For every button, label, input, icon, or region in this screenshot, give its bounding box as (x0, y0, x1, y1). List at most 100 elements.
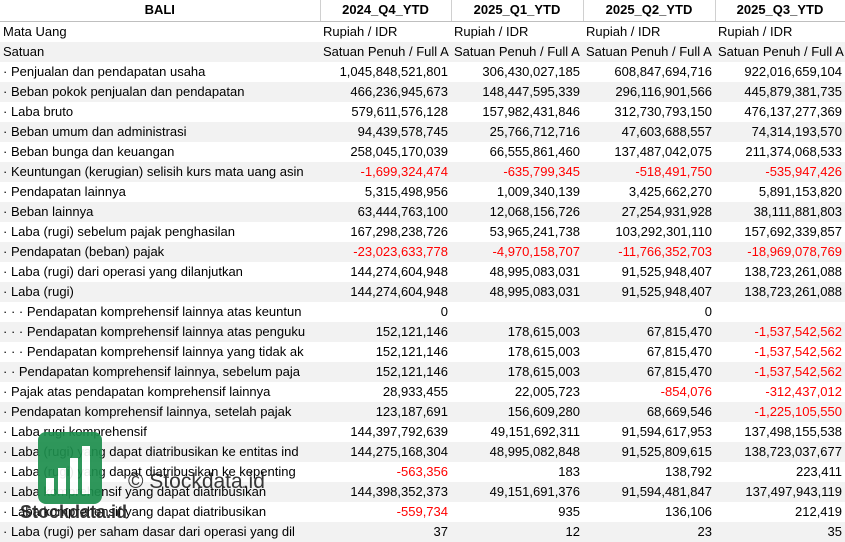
value-cell: 37 (320, 521, 451, 542)
row-label: · · Pendapatan komprehensif lainnya, seb… (0, 361, 320, 382)
value-cell: 53,965,241,738 (489, 223, 580, 239)
value-cell: 35 (715, 521, 845, 542)
value-cell: -312,437,012 (765, 383, 842, 399)
value-cell: 157,692,339,857 (744, 223, 842, 239)
table-row: · Beban bunga dan keuangan 258,045,170,03… (0, 142, 845, 162)
value-cell: 28,933,455 (382, 383, 448, 399)
table-row: · Laba (rugi) yang dapat diatribusikan k… (0, 441, 845, 462)
value-cell: 211,374,068,533 (745, 143, 842, 159)
value-cell: 167,298,238,726 (350, 223, 448, 239)
table-row: · Beban lainnya 63,444,763,100 12,068,156,… (0, 201, 845, 222)
value-cell: 445,879,381,735 (715, 81, 845, 102)
row-label: · Keuntungan (kerugian) selisih kurs mat… (0, 161, 320, 182)
value-cell: 68,669,546 (583, 401, 715, 422)
table-row: · Laba komprehensif yang dapat diatribus… (0, 502, 845, 522)
header-cell: 2025_Q3_YTD (715, 0, 845, 22)
value-cell: 183 (558, 463, 580, 479)
value-cell: 67,815,470 (583, 321, 715, 342)
table-row: · · Pendapatan komprehensif lainnya, seb… (0, 361, 845, 382)
row-label: · Pendapatan (beban) pajak (0, 241, 320, 262)
value-cell: 178,615,003 (507, 343, 580, 359)
row-label: · Laba (rugi) dari operasi yang dilanjut… (3, 263, 243, 279)
value-cell: -18,969,078,769 (715, 241, 845, 262)
value-cell: 91,594,481,847 (583, 481, 715, 502)
value-cell: 258,045,170,039 (350, 143, 448, 159)
header-row: BALI 2024_Q4_YTD 2025_Q1_YTD 2025_Q2_YTD 202… (0, 0, 845, 22)
value-cell: 48,995,082,848 (451, 441, 583, 462)
value-cell: 935 (558, 503, 580, 519)
header-cell: BALI (0, 0, 321, 22)
row-label: · · · Pendapatan komprehensif lainnya ya… (3, 343, 304, 359)
table-row: · Laba (rugi) per saham dasar dari opera… (0, 521, 845, 542)
value-cell: 152,121,146 (320, 321, 451, 342)
row-label: Mata Uang (3, 23, 67, 39)
value-cell: 67,815,470 (646, 343, 712, 359)
value-cell: 91,594,617,953 (621, 423, 712, 439)
value-cell: 138,723,261,088 (744, 263, 842, 279)
value-cell: 579,611,576,128 (351, 103, 448, 119)
table-row: · Laba (rugi) dari operasi yang dilanjut… (0, 262, 845, 282)
row-label: · Laba (rugi) yang dapat diatribusikan k… (0, 441, 320, 462)
header-cell: 2024_Q4_YTD (320, 0, 452, 22)
table-row: · Beban umum dan administrasi 94,439,578,… (0, 121, 845, 142)
value-cell: 48,995,083,031 (489, 263, 580, 279)
value-cell: 23 (583, 521, 715, 542)
table-row: · Pendapatan komprehensif lainnya, setel… (0, 401, 845, 422)
row-label: · · · Pendapatan komprehensif lainnya at… (0, 321, 320, 342)
value-cell: 94,439,578,745 (320, 121, 451, 142)
value-cell: 103,292,301,110 (615, 223, 712, 239)
value-cell: 152,121,146 (320, 361, 451, 382)
header-cell: 2025_Q2_YTD (583, 0, 716, 22)
value-cell: 152,121,146 (375, 343, 448, 359)
value-cell: 66,555,861,460 (489, 143, 580, 159)
value-cell: -1,537,542,562 (715, 361, 845, 382)
value-cell: 91,525,948,407 (583, 281, 715, 302)
table-row: · Laba bruto 579,611,576,128 157,982,431,8… (0, 102, 845, 122)
value-cell: 312,730,793,150 (614, 103, 712, 119)
table-row: Mata Uang Rupiah / IDR Rupiah / IDR Rupiah … (0, 21, 845, 42)
value-cell: -854,076 (660, 383, 712, 399)
value-cell: 25,766,712,716 (451, 121, 583, 142)
value-cell: 67,815,470 (583, 361, 715, 382)
value-cell: -1,699,324,474 (320, 161, 451, 182)
value-cell: 212,419 (795, 503, 842, 519)
row-label: Satuan (0, 41, 320, 62)
value-cell: 47,603,688,557 (583, 121, 715, 142)
table-row: · Laba (rugi) yang dapat diatribusikan k… (0, 462, 845, 482)
value-cell: 306,430,027,185 (482, 63, 580, 79)
value-cell: 136,106 (665, 503, 712, 519)
value-cell: 223,411 (795, 463, 842, 479)
row-label: · Laba (rugi) per saham dasar dari opera… (0, 521, 320, 542)
value-cell: 144,274,604,948 (320, 281, 451, 302)
value-cell: 137,497,943,119 (715, 481, 845, 502)
value-cell: -1,537,542,562 (754, 343, 842, 359)
value-cell: 138,723,261,088 (715, 281, 845, 302)
value-cell: -563,356 (396, 463, 448, 479)
value-cell: 922,016,659,104 (744, 63, 842, 79)
value-cell: 178,615,003 (451, 321, 583, 342)
value-cell: Rupiah / IDR (718, 23, 793, 39)
row-label: · Laba (rugi) (0, 281, 320, 302)
value-cell: -535,947,426 (715, 161, 845, 182)
row-label: · Laba (rugi) yang dapat diatribusikan k… (3, 463, 296, 479)
value-cell: 148,447,595,339 (451, 81, 583, 102)
table-row: · Pajak atas pendapatan komprehensif lai… (0, 382, 845, 402)
value-cell: 1,045,848,521,801 (339, 63, 448, 79)
value-cell: 144,275,168,304 (320, 441, 451, 462)
value-cell: 608,847,694,716 (614, 63, 712, 79)
row-label: · Pajak atas pendapatan komprehensif lai… (3, 383, 271, 399)
row-label: · Pendapatan komprehensif lainnya, setel… (0, 401, 320, 422)
value-cell: 91,525,948,407 (621, 263, 712, 279)
table-row: · Laba komprehensif yang dapat diatribus… (0, 481, 845, 502)
value-cell: 144,398,352,373 (320, 481, 451, 502)
value-cell: 137,498,155,538 (744, 423, 842, 439)
value-cell: -518,491,750 (583, 161, 715, 182)
value-cell: 22,005,723 (514, 383, 580, 399)
value-cell: 138,723,037,677 (715, 441, 845, 462)
value-cell: 466,236,945,673 (320, 81, 451, 102)
row-label: · Pendapatan lainnya (3, 183, 126, 199)
row-label: · Penjualan dan pendapatan usaha (3, 63, 206, 79)
value-cell: -635,799,345 (451, 161, 583, 182)
table-row: Satuan Satuan Penuh / Full A Satuan Penuh … (0, 41, 845, 62)
value-cell: Rupiah / IDR (586, 23, 661, 39)
